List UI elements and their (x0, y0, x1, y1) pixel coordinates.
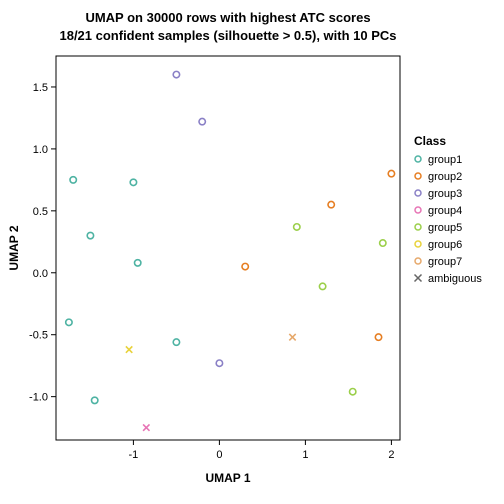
legend-label: group1 (428, 154, 462, 166)
x-tick-label: -1 (129, 449, 139, 461)
legend-label: group7 (428, 256, 462, 268)
chart-title-line1: UMAP on 30000 rows with highest ATC scor… (85, 10, 370, 25)
x-axis-label: UMAP 1 (205, 471, 250, 485)
y-tick-label: 1.0 (33, 144, 48, 156)
x-tick-label: 1 (302, 449, 308, 461)
legend-label: group6 (428, 239, 462, 251)
chart-bg (0, 0, 504, 504)
legend-label: group4 (428, 205, 462, 217)
chart-title-line2: 18/21 confident samples (silhouette > 0.… (59, 28, 396, 43)
y-tick-label: 0.0 (33, 268, 48, 280)
x-tick-label: 0 (216, 449, 222, 461)
y-tick-label: 1.5 (33, 82, 48, 94)
y-tick-label: -1.0 (29, 392, 48, 404)
legend-label: group3 (428, 188, 462, 200)
y-axis-label: UMAP 2 (7, 225, 21, 270)
legend-label: group5 (428, 222, 462, 234)
y-tick-label: -0.5 (29, 330, 48, 342)
legend-label: group2 (428, 171, 462, 183)
legend-title: Class (414, 134, 446, 148)
x-tick-label: 2 (388, 449, 394, 461)
y-tick-label: 0.5 (33, 206, 48, 218)
legend-label: ambiguous (428, 273, 482, 285)
